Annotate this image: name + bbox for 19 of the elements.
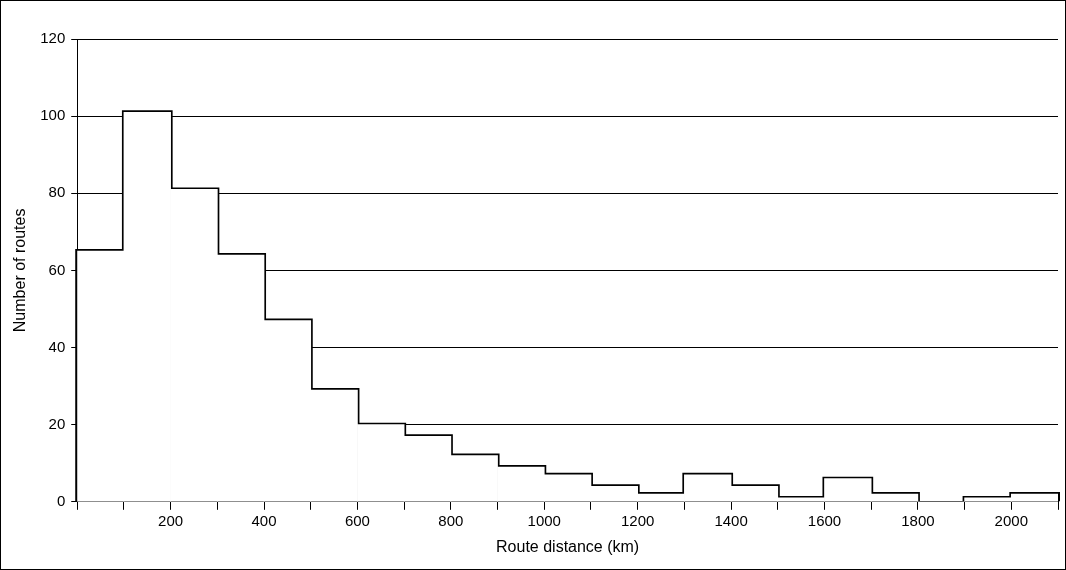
y-tick-label: 120	[40, 29, 66, 47]
y-tick-label: 80	[48, 183, 66, 201]
x-tick-label: 400	[251, 511, 277, 529]
y-tick-label: 0	[56, 491, 66, 509]
y-axis-title: Number of routes	[11, 208, 29, 333]
y-tick-label: 60	[48, 260, 66, 278]
y-tick-label: 100	[40, 106, 66, 124]
x-tick-label: 2000	[994, 511, 1028, 529]
x-tick-label: 800	[438, 511, 464, 529]
x-tick-label: 1400	[714, 511, 748, 529]
x-tick-label: 1200	[620, 511, 655, 529]
x-tick-label: 1000	[527, 511, 561, 529]
x-tick-label: 1800	[901, 511, 935, 529]
x-tick-label: 1600	[807, 511, 842, 529]
y-tick-label: 20	[48, 414, 66, 432]
y-tick-label: 40	[48, 337, 66, 355]
x-tick-label: 600	[344, 511, 370, 529]
x-tick-label: 200	[158, 511, 184, 529]
x-axis-title: Route distance (km)	[496, 537, 640, 555]
